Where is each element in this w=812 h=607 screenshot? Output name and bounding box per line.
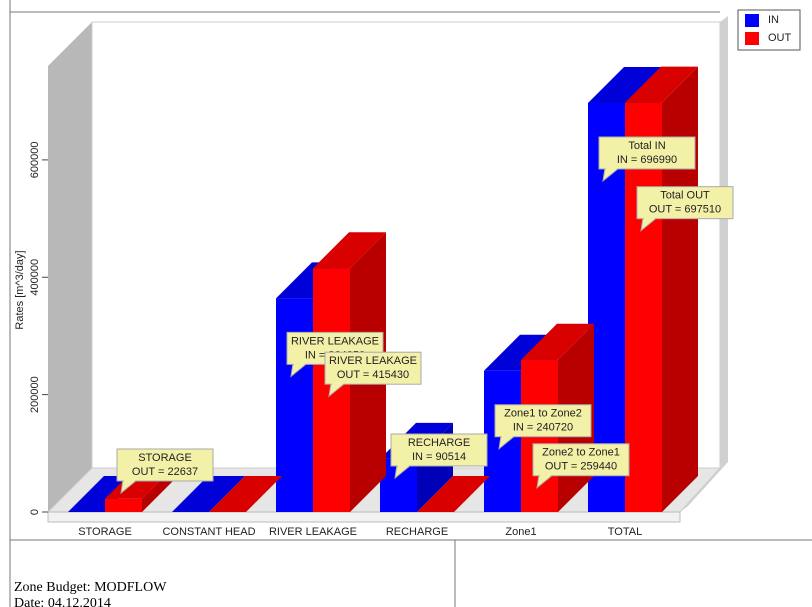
callout-title: Total IN: [628, 140, 665, 152]
callout-box: [494, 404, 592, 438]
callout-title: Zone1 to Zone2: [504, 408, 582, 420]
callout-value: OUT = 259440: [545, 461, 617, 473]
x-tick-label: TOTAL: [608, 526, 642, 538]
callout-tail-fill: [604, 167, 618, 179]
callout-tail-fill: [292, 363, 306, 375]
y-tick-label: 600000: [29, 142, 41, 179]
callout-box: [324, 351, 422, 385]
y-axis-title: Rates [m^3/day]: [14, 250, 26, 329]
bar-front: [625, 102, 662, 513]
bar-front: [105, 498, 142, 512]
x-tick-label: STORAGE: [78, 526, 132, 538]
legend-label: OUT: [768, 32, 792, 44]
callout-title: RIVER LEAKAGE: [329, 355, 417, 367]
y-tick-label: 400000: [29, 259, 41, 296]
back-wall-edge: [720, 16, 728, 468]
callout-title: RECHARGE: [408, 437, 470, 449]
bar: [209, 476, 282, 512]
callout-title: STORAGE: [138, 452, 192, 464]
callout-value: IN = 240720: [513, 422, 573, 434]
legend-swatch: [745, 14, 759, 27]
callout-tail-fill: [330, 383, 344, 395]
callout-value: OUT = 22637: [132, 466, 198, 478]
callout-tail-fill: [538, 474, 552, 486]
x-tick-label: RECHARGE: [386, 526, 448, 538]
callout-box: [598, 136, 696, 170]
y-tick-label: 200000: [29, 376, 41, 413]
callout-value: OUT = 697510: [649, 204, 721, 216]
left-wall: [48, 22, 92, 512]
bar-top: [588, 66, 661, 103]
bar-top: [417, 476, 490, 512]
callout-box: [116, 448, 214, 482]
bar-top: [521, 323, 594, 360]
callout-title: Total OUT: [660, 190, 710, 202]
x-tick-label: CONSTANT HEAD: [162, 526, 255, 538]
callout-box: [390, 433, 488, 467]
bar-top: [209, 476, 282, 512]
bar: [417, 476, 490, 512]
callout-title: RIVER LEAKAGE: [291, 335, 379, 347]
callout-value: IN = 696990: [617, 154, 677, 166]
callout-value: OUT = 415430: [337, 369, 409, 381]
bar-side: [662, 66, 698, 513]
x-tick-label: RIVER LEAKAGE: [269, 526, 357, 538]
bar-front: [276, 298, 313, 512]
legend-swatch: [745, 32, 759, 45]
floor-front: [47, 511, 681, 523]
callout-box: [636, 186, 734, 220]
footer-date: Date: 04.12.2014: [14, 596, 111, 607]
bar-top: [172, 476, 245, 512]
bar-top: [313, 232, 386, 269]
callout-tail-fill: [642, 217, 656, 229]
x-tick-label: Zone1: [505, 526, 536, 538]
bar: [172, 476, 245, 512]
floor-edge: [680, 462, 728, 512]
callout-tail-fill: [396, 465, 410, 476]
bar-top: [625, 66, 698, 103]
legend-label: IN: [768, 14, 779, 26]
bar: [625, 66, 698, 513]
callout-title: Zone2 to Zone1: [542, 447, 620, 459]
callout-tail-fill: [122, 480, 136, 491]
footer-title: Zone Budget: MODFLOW: [14, 580, 167, 595]
y-tick-label: 0: [29, 509, 41, 515]
callout-tail-fill: [500, 435, 514, 447]
callout-value: IN = 90514: [412, 451, 466, 463]
callout-box: [532, 443, 630, 477]
